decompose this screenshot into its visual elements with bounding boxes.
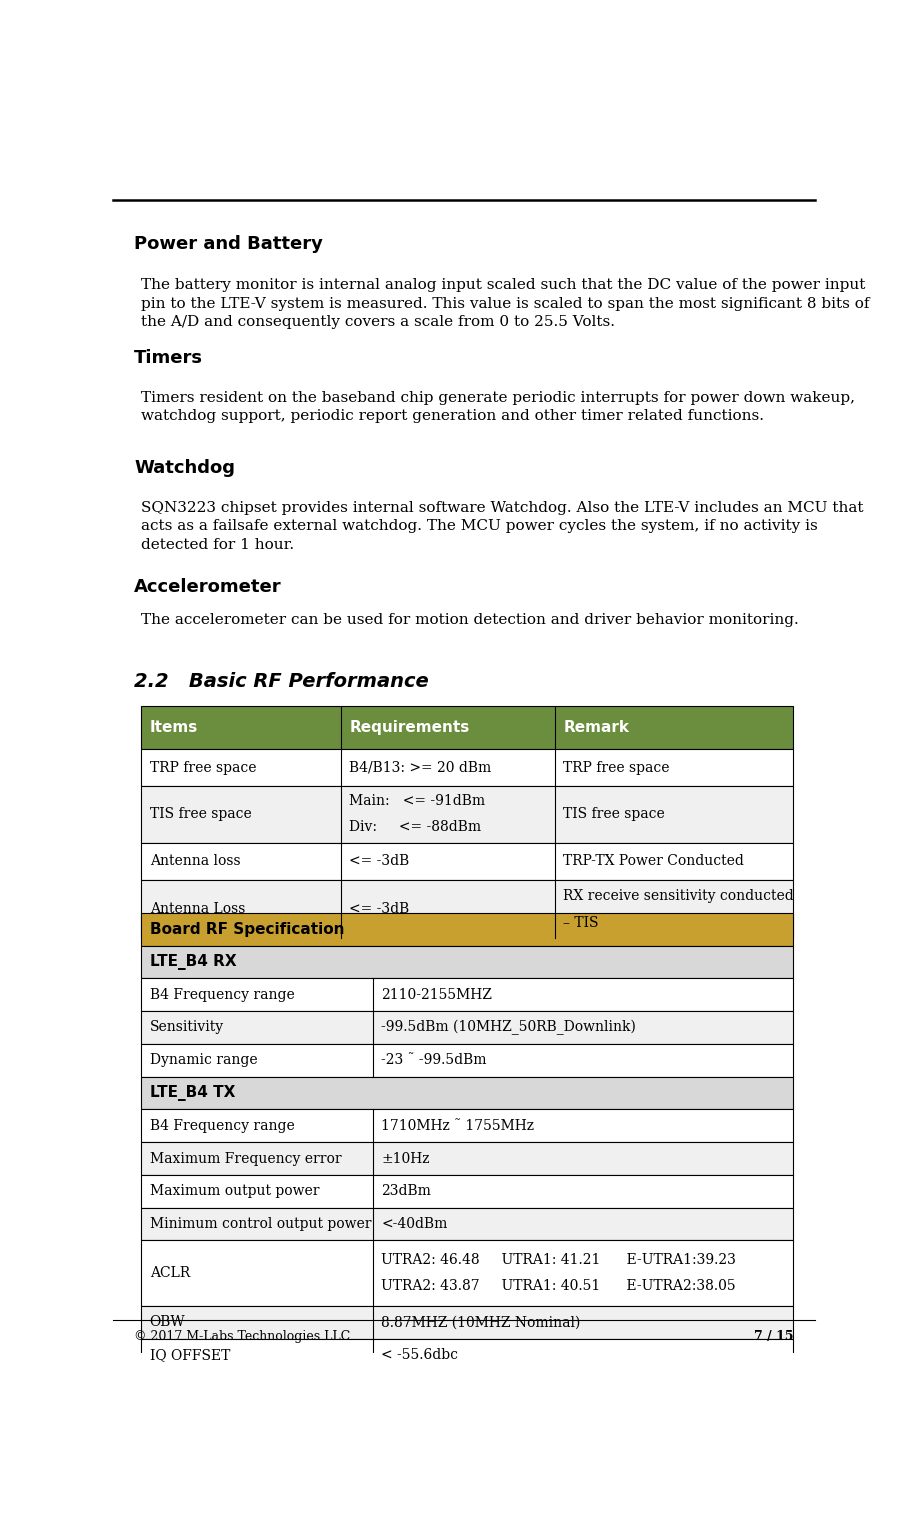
Text: Remark: Remark: [564, 720, 629, 734]
Bar: [141, 1011, 794, 1044]
Text: Items: Items: [149, 720, 198, 734]
Text: TRP-TX Power Conducted: TRP-TX Power Conducted: [564, 854, 744, 868]
Text: TIS free space: TIS free space: [564, 807, 665, 821]
Text: 2.2   Basic RF Performance: 2.2 Basic RF Performance: [134, 672, 429, 690]
Text: Maximum output power: Maximum output power: [149, 1184, 319, 1198]
Bar: [141, 1208, 794, 1240]
Text: Watchdog: Watchdog: [134, 459, 235, 477]
Bar: [141, 842, 794, 880]
Text: -99.5dBm (10MHZ_50RB_Downlink): -99.5dBm (10MHZ_50RB_Downlink): [381, 1020, 636, 1035]
Text: Dynamic range: Dynamic range: [149, 1053, 257, 1067]
Text: 7 / 15: 7 / 15: [754, 1330, 794, 1342]
Text: Board RF Specification: Board RF Specification: [149, 921, 344, 936]
Text: 8.87MHZ (10MHZ Nominal): 8.87MHZ (10MHZ Nominal): [381, 1315, 580, 1330]
Text: The battery monitor is internal analog input scaled such that the DC value of th: The battery monitor is internal analog i…: [141, 278, 870, 330]
Bar: [141, 1339, 794, 1371]
Text: TIS free space: TIS free space: [149, 807, 252, 821]
Bar: [141, 1175, 794, 1208]
Bar: [141, 1044, 794, 1076]
Text: SQN3223 chipset provides internal software Watchdog. Also the LTE-V includes an : SQN3223 chipset provides internal softwa…: [141, 500, 863, 552]
Text: UTRA2: 43.87     UTRA1: 40.51      E-UTRA2:38.05: UTRA2: 43.87 UTRA1: 40.51 E-UTRA2:38.05: [381, 1280, 736, 1294]
Text: UTRA2: 46.48     UTRA1: 41.21      E-UTRA1:39.23: UTRA2: 46.48 UTRA1: 41.21 E-UTRA1:39.23: [381, 1252, 736, 1268]
Bar: [141, 786, 794, 842]
Text: The accelerometer can be used for motion detection and driver behavior monitorin: The accelerometer can be used for motion…: [141, 613, 799, 628]
Text: LTE_B4 TX: LTE_B4 TX: [149, 1085, 235, 1100]
Text: <= -3dB: <= -3dB: [349, 854, 410, 868]
Text: B4/B13: >= 20 dBm: B4/B13: >= 20 dBm: [349, 760, 491, 775]
Bar: [141, 880, 794, 938]
Text: <= -3dB: <= -3dB: [349, 903, 410, 917]
Bar: [141, 979, 794, 1011]
Text: TRP free space: TRP free space: [149, 760, 256, 775]
Bar: [141, 705, 794, 749]
Text: 23dBm: 23dBm: [381, 1184, 431, 1198]
Text: OBW: OBW: [149, 1315, 186, 1330]
Bar: [141, 1240, 794, 1306]
Text: Minimum control output power: Minimum control output power: [149, 1218, 371, 1231]
Text: TRP free space: TRP free space: [564, 760, 670, 775]
Bar: [141, 912, 794, 945]
Text: Power and Battery: Power and Battery: [134, 236, 323, 252]
Text: Maximum Frequency error: Maximum Frequency error: [149, 1152, 341, 1166]
Bar: [141, 749, 794, 786]
Bar: [141, 1306, 794, 1339]
Text: Antenna Loss: Antenna Loss: [149, 903, 245, 917]
Text: IQ OFFSET: IQ OFFSET: [149, 1348, 230, 1362]
Bar: [141, 1076, 794, 1110]
Text: <-40dBm: <-40dBm: [381, 1218, 447, 1231]
Text: 2110-2155MHZ: 2110-2155MHZ: [381, 988, 492, 1002]
Text: LTE_B4 RX: LTE_B4 RX: [149, 955, 236, 970]
Text: Timers resident on the baseband chip generate periodic interrupts for power down: Timers resident on the baseband chip gen…: [141, 391, 855, 423]
Text: ACLR: ACLR: [149, 1266, 190, 1280]
Text: Accelerometer: Accelerometer: [134, 578, 281, 596]
Text: -23 ˜ -99.5dBm: -23 ˜ -99.5dBm: [381, 1053, 487, 1067]
Text: 1710MHz ˜ 1755MHz: 1710MHz ˜ 1755MHz: [381, 1119, 534, 1132]
Bar: [141, 1142, 794, 1175]
Bar: [141, 945, 794, 979]
Text: Timers: Timers: [134, 348, 203, 366]
Text: Div:     <= -88dBm: Div: <= -88dBm: [349, 821, 481, 834]
Text: < -55.6dbc: < -55.6dbc: [381, 1348, 458, 1362]
Text: ±10Hz: ±10Hz: [381, 1152, 430, 1166]
Text: B4 Frequency range: B4 Frequency range: [149, 1119, 294, 1132]
Text: Main:   <= -91dBm: Main: <= -91dBm: [349, 795, 486, 809]
Text: © 2017 M-Labs Technologies LLC: © 2017 M-Labs Technologies LLC: [134, 1330, 350, 1342]
Text: Requirements: Requirements: [349, 720, 470, 734]
Text: B4 Frequency range: B4 Frequency range: [149, 988, 294, 1002]
Text: Sensitivity: Sensitivity: [149, 1020, 224, 1035]
Bar: [141, 1110, 794, 1142]
Text: – TIS: – TIS: [564, 915, 599, 930]
Text: RX receive sensitivity conducted: RX receive sensitivity conducted: [564, 889, 795, 903]
Text: Antenna loss: Antenna loss: [149, 854, 240, 868]
